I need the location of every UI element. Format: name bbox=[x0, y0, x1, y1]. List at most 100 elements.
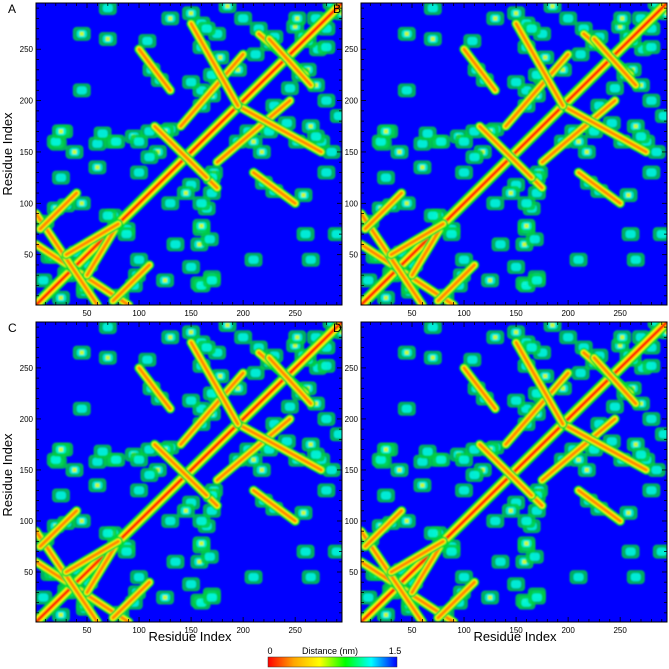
contact-band bbox=[189, 340, 240, 426]
contact-patch-peak bbox=[514, 330, 519, 335]
plot-frame bbox=[360, 321, 668, 623]
contact-patch-core bbox=[529, 552, 540, 561]
contact-patch-peak bbox=[576, 457, 581, 462]
x-tick-label: 150 bbox=[509, 309, 523, 318]
contact-patch-peak bbox=[58, 295, 63, 300]
contact-patch-core bbox=[204, 552, 215, 561]
contact-patch-core bbox=[134, 455, 145, 464]
contact-patch-peak bbox=[79, 201, 84, 206]
contact-patch-peak bbox=[163, 595, 168, 600]
contact-patch-core bbox=[305, 255, 316, 264]
contact-band bbox=[215, 417, 292, 482]
contact-patch-peak bbox=[493, 335, 498, 340]
contact-patch-core bbox=[658, 111, 667, 120]
y-tick-label: 50 bbox=[24, 251, 33, 260]
colorbar-title: Distance (nm) bbox=[302, 646, 358, 656]
contact-patch-core bbox=[459, 486, 470, 495]
contact-patch-peak bbox=[197, 242, 202, 247]
contact-band bbox=[592, 37, 638, 87]
contact-patch-core bbox=[658, 430, 667, 439]
contact-patch-core bbox=[646, 414, 657, 423]
contact-patch-core bbox=[102, 529, 113, 538]
y-tick-label: 250 bbox=[20, 45, 34, 54]
contact-band bbox=[561, 104, 648, 154]
contact-band bbox=[514, 21, 565, 108]
contact-band bbox=[251, 170, 297, 205]
contact-patch-peak bbox=[626, 193, 631, 198]
contact-patch-core bbox=[573, 255, 584, 264]
contact-band bbox=[137, 47, 172, 92]
contact-patch-peak bbox=[576, 139, 581, 144]
contact-patch-peak bbox=[397, 467, 402, 472]
contact-patch-core bbox=[134, 137, 145, 146]
y-tick-label: 50 bbox=[349, 251, 358, 260]
contact-band bbox=[267, 37, 313, 87]
contact-patch-peak bbox=[618, 24, 623, 29]
contact-patch-core bbox=[310, 132, 321, 141]
contact-patch-core bbox=[427, 529, 438, 538]
plot-frame bbox=[360, 2, 668, 306]
contact-patch-core bbox=[467, 355, 478, 364]
contact-patch-core bbox=[142, 355, 153, 364]
contact-patch-core bbox=[401, 86, 412, 95]
contact-band bbox=[64, 539, 120, 574]
y-tick-label: 200 bbox=[20, 97, 34, 106]
contact-patch-peak bbox=[633, 442, 638, 447]
x-tick-label: 150 bbox=[184, 626, 198, 635]
contact-patch-core bbox=[427, 323, 438, 332]
y-axis-label-top: Residue Index bbox=[0, 112, 15, 196]
contact-patch-core bbox=[76, 86, 87, 95]
panel-label-d: D bbox=[333, 321, 342, 335]
contact-band bbox=[389, 222, 445, 257]
y-tick-label: 50 bbox=[349, 568, 358, 577]
contact-patch-core bbox=[646, 43, 657, 52]
contact-patch-peak bbox=[383, 612, 388, 617]
contact-patch-peak bbox=[508, 191, 513, 196]
contact-patch-core bbox=[363, 593, 374, 602]
contact-patch-peak bbox=[295, 16, 300, 21]
contact-patch-core bbox=[625, 230, 636, 239]
x-tick-label: 100 bbox=[132, 309, 146, 318]
y-tick-label: 200 bbox=[20, 415, 34, 424]
x-tick-label: 150 bbox=[184, 309, 198, 318]
heatmap-panel-b: 50 100 150 200 250 50 100 150 200 250 B bbox=[333, 2, 668, 318]
contact-patch-peak bbox=[584, 467, 589, 472]
contact-patch-core bbox=[305, 573, 316, 582]
contact-patch-core bbox=[204, 235, 215, 244]
contact-patch-core bbox=[469, 471, 480, 480]
contact-patch-peak bbox=[638, 83, 643, 88]
contact-patch-core bbox=[76, 404, 87, 413]
contact-patch-core bbox=[121, 547, 132, 556]
contact-patch-core bbox=[284, 402, 295, 411]
contact-patch-peak bbox=[313, 401, 318, 406]
contact-patch-peak bbox=[522, 242, 527, 247]
colorbar-min-label: 0 bbox=[267, 646, 272, 656]
contact-patch-core bbox=[656, 547, 667, 556]
contact-band bbox=[592, 356, 638, 406]
contact-patch-core bbox=[186, 580, 197, 589]
contact-patch-core bbox=[511, 396, 522, 405]
x-tick-label: 150 bbox=[509, 626, 523, 635]
contact-patch-core bbox=[170, 557, 181, 566]
contact-patch-peak bbox=[404, 201, 409, 206]
contact-band bbox=[64, 222, 120, 257]
contact-patch-core bbox=[630, 573, 641, 582]
contact-patch-core bbox=[495, 240, 506, 249]
contact-patch-peak bbox=[301, 510, 306, 515]
contact-patch-core bbox=[651, 465, 662, 474]
colorbar-max-label: 1.5 bbox=[389, 646, 402, 656]
contact-patch-core bbox=[575, 50, 586, 59]
contact-patch-peak bbox=[420, 165, 425, 170]
contact-patch-core bbox=[521, 199, 532, 208]
contact-patch-core bbox=[238, 333, 249, 342]
contact-patch-core bbox=[563, 14, 574, 23]
contact-patch-core bbox=[459, 455, 470, 464]
contact-patch-core bbox=[281, 437, 292, 446]
contact-patch-core bbox=[573, 573, 584, 582]
y-tick-label: 100 bbox=[345, 517, 359, 526]
contact-patch-peak bbox=[508, 508, 513, 513]
x-tick-label: 200 bbox=[236, 309, 250, 318]
contact-patch-peak bbox=[560, 67, 565, 72]
contact-patch-peak bbox=[79, 518, 84, 523]
contact-band bbox=[179, 52, 245, 128]
